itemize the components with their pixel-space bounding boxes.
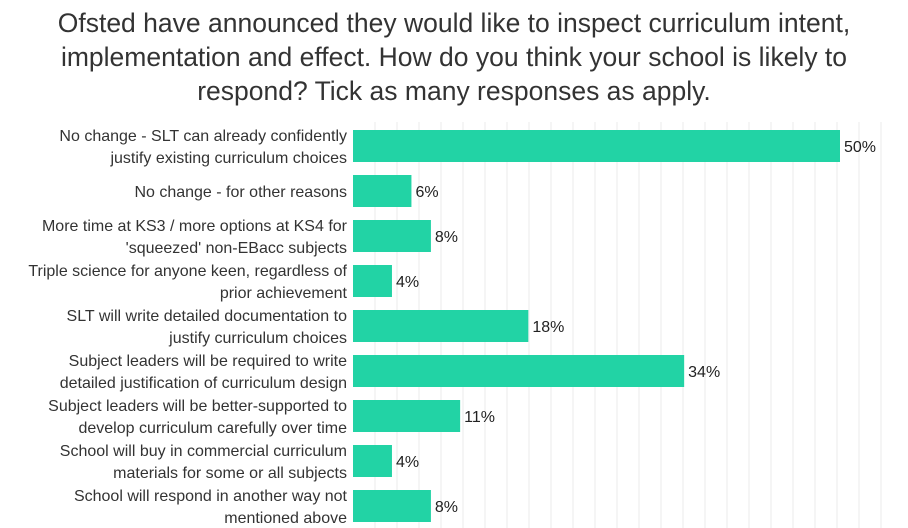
- category-label-7-line-1: Subject leaders will be better-supported…: [48, 398, 347, 415]
- category-label-8-line-2: materials for some or all subjects: [113, 465, 347, 482]
- category-label-9-line-2: mentioned above: [224, 510, 347, 527]
- data-label-4: 4%: [396, 274, 419, 291]
- bar-4: [353, 265, 392, 297]
- bar-6: [353, 355, 685, 387]
- chart-title-line-2: implementation and effect. How do you th…: [60, 42, 848, 72]
- bar-8: [353, 445, 392, 477]
- category-label-8-line-1: School will buy in commercial curriculum: [60, 443, 347, 460]
- category-label-1-line-1: No change - SLT can already confidently: [59, 128, 347, 145]
- data-label-9: 8%: [435, 499, 458, 516]
- data-label-3: 8%: [435, 229, 458, 246]
- category-label-9-line-1: School will respond in another way not: [74, 488, 348, 505]
- bar-7: [353, 400, 461, 432]
- data-label-8: 4%: [396, 454, 419, 471]
- chart-title-line-1: Ofsted have announced they would like to…: [57, 8, 851, 38]
- bar-5: [353, 310, 529, 342]
- data-label-1: 50%: [844, 139, 876, 156]
- data-label-6: 34%: [688, 364, 720, 381]
- category-label-2-line-1: No change - for other reasons: [134, 184, 347, 201]
- data-label-5: 18%: [532, 319, 564, 336]
- category-label-4-line-2: prior achievement: [220, 285, 348, 302]
- bar-2: [353, 175, 412, 207]
- category-label-6-line-2: detailed justification of curriculum des…: [60, 375, 347, 392]
- bar-3: [353, 220, 431, 252]
- category-label-7-line-2: develop curriculum carefully over time: [78, 420, 347, 437]
- data-label-2: 6%: [415, 184, 438, 201]
- category-label-5-line-2: justify curriculum choices: [168, 330, 347, 347]
- category-label-3-line-2: 'squeezed' non-EBacc subjects: [126, 240, 347, 257]
- chart-title: Ofsted have announced they would like to…: [0, 6, 908, 108]
- category-label-4-line-1: Triple science for anyone keen, regardle…: [28, 263, 347, 280]
- category-label-6-line-1: Subject leaders will be required to writ…: [69, 353, 347, 370]
- category-label-5-line-1: SLT will write detailed documentation to: [67, 308, 348, 325]
- data-label-7: 11%: [464, 409, 495, 426]
- chart-title-line-3: respond? Tick as many responses as apply…: [197, 76, 711, 106]
- category-label-1-line-2: justify existing curriculum choices: [109, 150, 347, 167]
- bar-9: [353, 490, 431, 522]
- bar-1: [353, 130, 840, 162]
- category-label-3-line-1: More time at KS3 / more options at KS4 f…: [42, 218, 348, 235]
